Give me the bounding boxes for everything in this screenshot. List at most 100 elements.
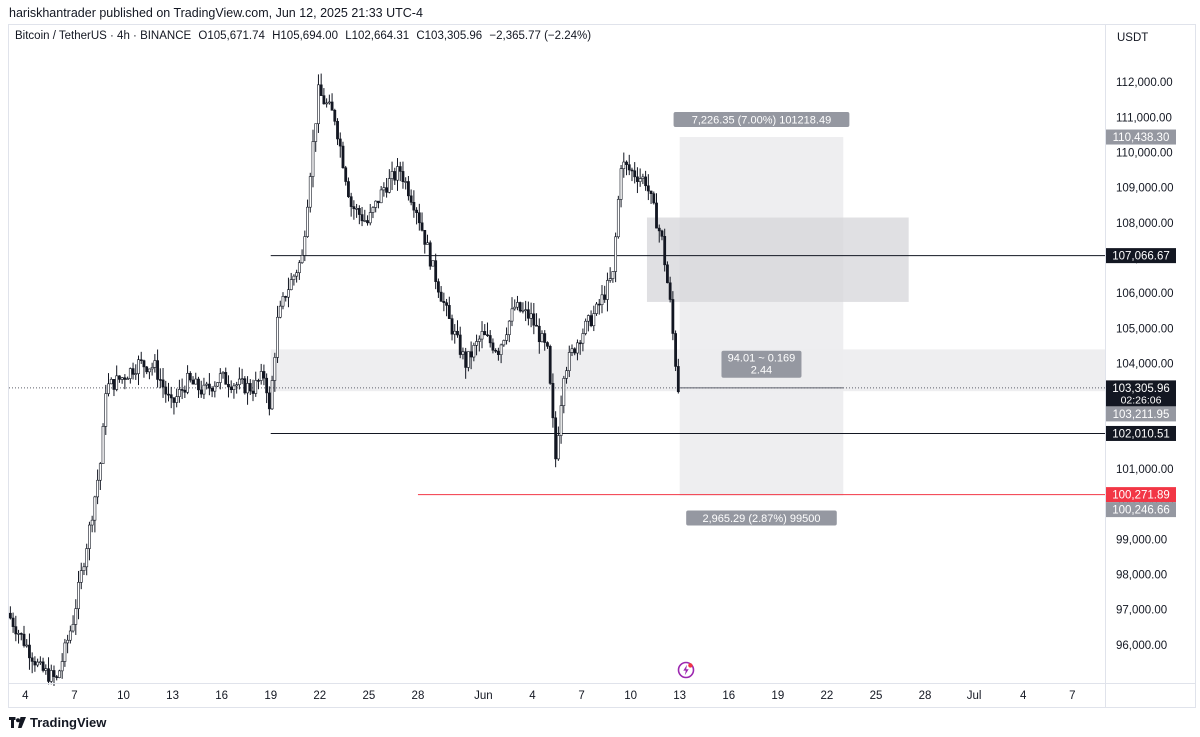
x-tick-label: 22 <box>821 690 834 702</box>
candle <box>210 386 214 398</box>
stop-label: 2,965.29 (2.87%) 99500 <box>702 513 820 525</box>
candle <box>325 98 329 108</box>
candle <box>194 372 198 385</box>
candle <box>407 175 410 201</box>
y-tick-label: 111,000.00 <box>1116 112 1172 124</box>
price-badge-label: 110,438.30 <box>1113 132 1170 144</box>
candle <box>491 338 495 354</box>
currency-selector[interactable]: USDT <box>1117 32 1149 44</box>
x-tick-label: 28 <box>919 690 932 702</box>
candle <box>79 562 83 590</box>
candle <box>229 380 233 394</box>
candle <box>537 318 541 354</box>
price-badge-label: 102,010.51 <box>1112 428 1170 440</box>
candle <box>109 377 113 385</box>
y-tick-label: 109,000.00 <box>1116 183 1174 195</box>
candle <box>134 364 138 380</box>
candle <box>148 368 151 380</box>
candle <box>543 330 547 351</box>
candle <box>227 375 230 398</box>
candle <box>458 326 462 359</box>
candle <box>11 612 15 633</box>
candle <box>137 355 140 386</box>
x-tick-label: 7 <box>578 690 584 702</box>
candle <box>22 625 26 648</box>
candle <box>556 426 560 461</box>
candle <box>352 200 356 220</box>
target-box <box>679 137 844 496</box>
candle <box>578 340 582 355</box>
candle <box>71 615 75 633</box>
candle <box>616 195 620 239</box>
candle <box>344 165 348 186</box>
close-value: C103,305.96 <box>416 30 483 42</box>
price-badge-label: 103,305.96 <box>1112 383 1170 395</box>
candle <box>502 339 506 347</box>
candle <box>377 200 380 209</box>
candle <box>496 347 500 361</box>
target-label-bg <box>673 112 850 128</box>
candle <box>636 167 639 194</box>
candle <box>161 368 165 398</box>
candle <box>431 260 435 267</box>
chart-frame <box>8 24 1196 708</box>
candle <box>584 318 588 336</box>
candle <box>573 347 577 356</box>
candle <box>47 657 50 685</box>
x-tick-label: 25 <box>870 690 883 702</box>
candle <box>158 368 162 389</box>
candle <box>327 94 331 105</box>
candle <box>486 322 489 337</box>
candle <box>499 343 503 364</box>
candle <box>14 615 18 642</box>
candles <box>8 73 680 686</box>
candle <box>404 177 408 190</box>
candle <box>341 141 345 169</box>
candle <box>311 129 315 188</box>
candle <box>589 310 593 328</box>
y-tick-label: 108,000.00 <box>1116 218 1174 230</box>
candle <box>393 167 397 185</box>
candle <box>120 376 124 384</box>
candle <box>180 378 184 400</box>
candle <box>145 366 149 375</box>
candle <box>627 154 631 176</box>
candle <box>107 373 110 397</box>
candle <box>649 190 653 204</box>
price-badge <box>1106 487 1176 503</box>
candle <box>652 191 656 205</box>
candle <box>82 562 86 576</box>
price-badge-label: 100,271.89 <box>1112 490 1170 502</box>
candle <box>153 354 157 373</box>
candle <box>49 664 53 685</box>
candle <box>461 347 465 360</box>
x-tick-label: Jun <box>474 690 493 702</box>
tradingview-brand: TradingView <box>9 713 106 731</box>
candle <box>41 657 45 673</box>
x-tick-label: 7 <box>71 690 77 702</box>
x-tick-label: 10 <box>624 690 637 702</box>
candle <box>603 285 607 303</box>
candle <box>562 375 566 414</box>
candle <box>232 383 236 399</box>
y-tick-label: 97,000.00 <box>1116 605 1167 617</box>
y-tick-label: 101,000.00 <box>1116 464 1174 476</box>
candle <box>257 378 260 390</box>
candle <box>592 305 596 332</box>
candle <box>96 469 100 505</box>
candle <box>317 74 320 133</box>
candle <box>666 261 669 284</box>
candle <box>319 73 323 96</box>
candle <box>663 228 667 272</box>
candle <box>123 374 127 390</box>
candle <box>55 674 59 681</box>
candle <box>207 373 211 396</box>
candle <box>267 386 271 416</box>
candle <box>330 93 334 111</box>
candle <box>183 385 187 399</box>
candle <box>374 200 378 213</box>
candle <box>676 358 680 394</box>
candle <box>442 292 446 312</box>
lightning-icon[interactable] <box>677 661 695 679</box>
